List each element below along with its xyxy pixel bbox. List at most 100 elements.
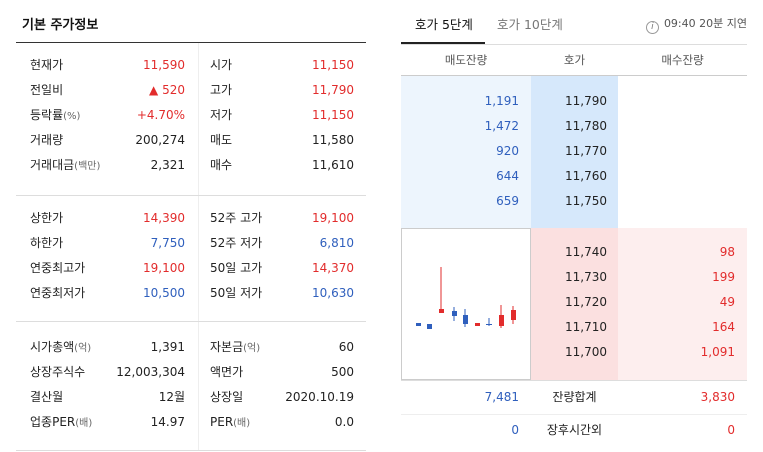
info-value: 11,580 xyxy=(312,133,354,147)
candle xyxy=(427,324,432,329)
header-price: 호가 xyxy=(563,53,586,67)
info-label-text: 50일 저가 xyxy=(210,286,263,300)
info-label-text: 시가 xyxy=(210,58,233,72)
candle xyxy=(499,315,504,326)
info-value: 0.0 xyxy=(334,415,354,429)
info-label: PER(배) xyxy=(210,410,250,436)
tab-5-level[interactable]: 호가 5단계 xyxy=(401,14,485,44)
total-ask-qty: 7,481 xyxy=(484,390,519,404)
info-value: 11,610 xyxy=(312,158,354,172)
info-label: 업종PER(배) xyxy=(30,410,92,436)
bid-price[interactable]: 11,710 xyxy=(565,320,607,334)
info-row: 전일비 ▲ 520 고가 11,790 xyxy=(16,78,366,103)
info-value: 14,390 xyxy=(143,211,185,225)
info-label-text: 매수 xyxy=(210,158,233,172)
ask-price[interactable]: 11,770 xyxy=(565,144,607,158)
after-hours-ask-qty: 0 xyxy=(511,423,519,437)
ask-qty: 1,191 xyxy=(484,94,519,108)
ask-price[interactable]: 11,790 xyxy=(565,94,607,108)
info-value: 60 xyxy=(338,340,354,354)
bid-qty: 199 xyxy=(712,270,735,284)
price-section: 현재가 11,590 시가 11,150 전일비 ▲ 520 고가 11,790 등락률(%) +… xyxy=(16,43,366,196)
bid-qty: 98 xyxy=(719,245,735,259)
info-label-text: 연중최고가 xyxy=(30,261,86,275)
info-label: 전일비 xyxy=(30,78,63,103)
ask-qty: 659 xyxy=(496,194,519,208)
candle xyxy=(475,323,480,326)
info-value: 11,150 xyxy=(312,58,354,72)
header-bid-qty: 매수잔량 xyxy=(661,53,704,67)
info-label: 상한가 xyxy=(30,206,63,231)
info-label: 50일 저가 xyxy=(210,281,262,306)
info-value: 11,790 xyxy=(312,83,354,97)
info-label: 현재가 xyxy=(30,53,63,78)
info-label: 시가총액(억) xyxy=(30,335,91,361)
info-label: 거래대금(백만) xyxy=(30,153,100,179)
info-label: 하한가 xyxy=(30,231,63,256)
bid-price[interactable]: 11,730 xyxy=(565,270,607,284)
info-label: 액면가 xyxy=(210,360,243,385)
info-label-text: 52주 저가 xyxy=(210,236,263,250)
info-label-text: PER xyxy=(210,415,234,429)
ask-price[interactable]: 11,780 xyxy=(565,119,607,133)
info-label: 자본금(억) xyxy=(210,335,260,361)
candle xyxy=(486,324,492,325)
info-row: 업종PER(배) 14.97 PER(배) 0.0 xyxy=(16,410,366,435)
delay-notice: i 09:40 20분 지연 xyxy=(645,15,747,34)
info-label-text: 상한가 xyxy=(30,211,64,225)
delay-text: 09:40 20분 지연 xyxy=(663,17,747,30)
info-icon[interactable]: i xyxy=(645,21,659,34)
info-label-text: 고가 xyxy=(210,83,233,97)
candle xyxy=(452,311,457,316)
info-unit: (억) xyxy=(74,343,92,354)
tab-10-level[interactable]: 호가 10단계 xyxy=(497,17,563,32)
info-label: 고가 xyxy=(210,78,232,103)
info-label-text: 상장주식수 xyxy=(30,365,86,379)
info-label: 연중최저가 xyxy=(30,281,85,306)
candle xyxy=(439,309,444,313)
ask-qty: 920 xyxy=(496,144,519,158)
info-label-text: 하한가 xyxy=(30,236,64,250)
info-unit: (배) xyxy=(75,418,93,429)
info-label-text: 결산월 xyxy=(30,390,64,404)
info-value: 19,100 xyxy=(143,261,185,275)
bid-price[interactable]: 11,740 xyxy=(565,245,607,259)
ask-qty: 644 xyxy=(496,169,519,183)
candle-chart-svg xyxy=(416,267,516,329)
info-value: 7,750 xyxy=(150,236,185,250)
info-label-text: 거래량 xyxy=(30,133,64,147)
info-value: 10,630 xyxy=(312,286,354,300)
info-row: 거래대금(백만) 2,321 매수 11,610 xyxy=(16,153,366,178)
ask-price[interactable]: 11,760 xyxy=(565,169,607,183)
ask-qty: 1,472 xyxy=(484,119,519,133)
info-value: 14.97 xyxy=(150,415,185,429)
bid-price[interactable]: 11,720 xyxy=(565,295,607,309)
title-divider xyxy=(16,42,366,43)
info-row: 거래량 200,274 매도 11,580 xyxy=(16,128,366,153)
info-label: 연중최고가 xyxy=(30,256,85,281)
info-value: 19,100 xyxy=(312,211,354,225)
info-row: 등락률(%) +4.70% 저가 11,150 xyxy=(16,103,366,128)
info-label-text: 50일 고가 xyxy=(210,261,263,275)
info-label-text: 저가 xyxy=(210,108,233,122)
info-value: 2,321 xyxy=(150,158,185,172)
info-value: 2020.10.19 xyxy=(285,390,354,404)
info-label: 상장일 xyxy=(210,385,243,410)
info-row: 현재가 11,590 시가 11,150 xyxy=(16,53,366,78)
total-label: 잔량합계 xyxy=(552,390,597,404)
bid-price[interactable]: 11,700 xyxy=(565,345,607,359)
after-hours-label: 장후시간외 xyxy=(546,423,603,437)
ask-price[interactable]: 11,750 xyxy=(565,194,607,208)
info-label: 매도 xyxy=(210,128,232,153)
info-value: 10,500 xyxy=(143,286,185,300)
info-label-text: 시가총액 xyxy=(30,340,75,354)
info-label: 거래량 xyxy=(30,128,63,153)
orderbook-panel: 호가 5단계 호가 10단계 i 09:40 20분 지연 매도잔량 호가 매수잔… xyxy=(401,0,747,452)
basic-stock-info-panel: 기본 주가정보 현재가 11,590 시가 11,150 전일비 ▲ 520 고가 11,79… xyxy=(0,0,366,452)
info-value: 1,391 xyxy=(150,340,185,354)
info-label-text: 등락률 xyxy=(30,108,64,122)
candle xyxy=(511,310,516,320)
info-value: 12월 xyxy=(158,390,185,404)
after-hours-bid-qty: 0 xyxy=(727,423,735,437)
info-label-text: 액면가 xyxy=(210,365,244,379)
